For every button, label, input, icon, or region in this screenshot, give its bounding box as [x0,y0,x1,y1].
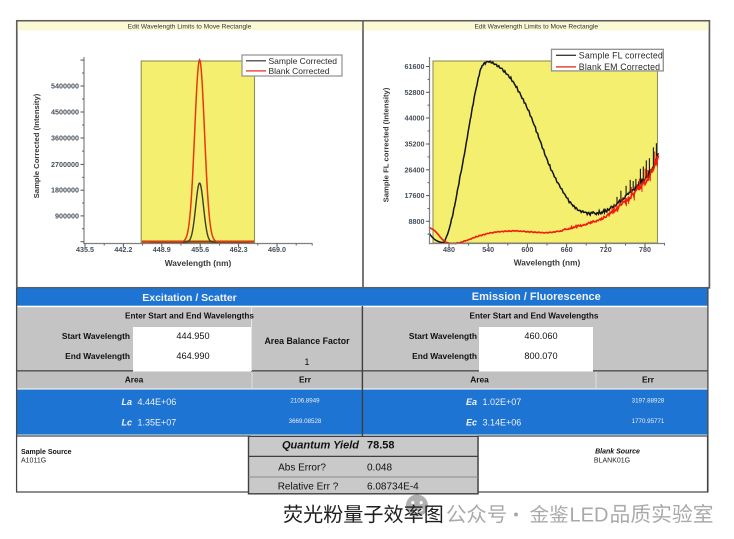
svg-text:Abs Error?: Abs Error? [278,462,326,473]
svg-text:End Wavelength: End Wavelength [412,351,477,361]
svg-text:Lc: Lc [121,418,132,428]
svg-text:442.2: 442.2 [114,245,132,254]
svg-text:3.14E+06: 3.14E+06 [483,418,522,428]
svg-text:600: 600 [521,245,533,254]
svg-text:2106.8949: 2106.8949 [290,398,320,405]
svg-text:800.070: 800.070 [524,351,557,361]
svg-text:900000: 900000 [55,211,79,220]
svg-text:462.3: 462.3 [230,245,248,254]
svg-text:780: 780 [639,245,651,254]
svg-text:8800: 8800 [409,217,425,226]
svg-text:Wavelength (nm): Wavelength (nm) [514,257,581,267]
svg-text:660: 660 [561,245,573,254]
svg-text:Wavelength (nm): Wavelength (nm) [165,258,232,268]
svg-text:Sample FL corrected: Sample FL corrected [579,50,663,60]
svg-text:1770.95771: 1770.95771 [632,418,665,425]
svg-text:5400000: 5400000 [51,82,79,91]
svg-text:2700000: 2700000 [51,160,79,169]
svg-text:Start Wavelength: Start Wavelength [409,331,477,341]
svg-text:720: 720 [600,245,612,254]
svg-text:Blank EM Corrected: Blank EM Corrected [579,62,660,72]
svg-text:Ec: Ec [466,418,477,428]
svg-text:End Wavelength: End Wavelength [65,351,130,361]
svg-text:Ea: Ea [466,397,477,407]
svg-text:480: 480 [443,245,455,254]
svg-text:Sample Source: Sample Source [21,449,72,456]
svg-text:Emission / Fluorescence: Emission / Fluorescence [472,291,601,303]
svg-text:17600: 17600 [405,191,425,200]
svg-text:Enter Start and End Wavelength: Enter Start and End Wavelengths [125,311,254,320]
svg-text:44000: 44000 [405,114,425,123]
svg-text:4500000: 4500000 [51,108,79,117]
svg-text:444.950: 444.950 [176,331,209,341]
svg-text:540: 540 [482,245,494,254]
svg-text:35200: 35200 [405,140,425,149]
svg-text:Relative Err ?: Relative Err ? [278,481,339,492]
svg-text:460.060: 460.060 [524,331,557,341]
svg-text:BLANK01G: BLANK01G [594,458,630,465]
svg-text:Start Wavelength: Start Wavelength [62,331,130,341]
svg-text:1800000: 1800000 [51,186,79,195]
svg-text:La: La [121,397,132,407]
svg-text:Sample Corrected (Intensity): Sample Corrected (Intensity) [32,93,41,198]
svg-text:1.02E+07: 1.02E+07 [483,397,522,407]
svg-text:0.048: 0.048 [367,462,392,473]
svg-text:52800: 52800 [405,88,425,97]
svg-text:LED: LED [570,505,609,527]
svg-text:3197.88928: 3197.88928 [632,398,665,405]
svg-text:Area: Area [125,375,144,385]
svg-text:1: 1 [305,357,310,367]
svg-text:455.6: 455.6 [191,245,209,254]
svg-text:3669.08528: 3669.08528 [289,418,322,425]
svg-text:1.35E+07: 1.35E+07 [138,418,177,428]
svg-text:Sample FL corrected (Intensity: Sample FL corrected (Intensity) [382,87,391,202]
svg-text:Blank Corrected: Blank Corrected [269,66,330,76]
svg-text:26400: 26400 [405,165,425,174]
svg-text:Err: Err [299,375,312,385]
svg-text:448.9: 448.9 [153,245,171,254]
svg-text:464.990: 464.990 [176,351,209,361]
svg-text:Edit Wavelength Limits to Move: Edit Wavelength Limits to Move Rectangle [474,23,598,30]
svg-text:6.08734E-4: 6.08734E-4 [367,481,419,492]
svg-text:435.5: 435.5 [76,245,94,254]
svg-text:Quantum Yield: Quantum Yield [282,440,359,452]
svg-text:Err: Err [642,375,655,385]
svg-text:Excitation / Scatter: Excitation / Scatter [142,292,237,304]
svg-text:Edit Wavelength Limits to Move: Edit Wavelength Limits to Move Rectangle [128,23,252,30]
svg-text:Area: Area [470,375,489,385]
svg-text:78.58: 78.58 [367,440,395,452]
svg-text:3600000: 3600000 [51,134,79,143]
svg-text:A1011G: A1011G [21,458,46,465]
svg-text:Area Balance Factor: Area Balance Factor [264,336,350,346]
svg-text:4.44E+06: 4.44E+06 [138,397,177,407]
svg-text:Sample Corrected: Sample Corrected [269,56,338,66]
svg-text:61600: 61600 [405,62,425,71]
svg-text:469.0: 469.0 [268,245,286,254]
svg-text:Blank Source: Blank Source [595,449,640,456]
svg-text:Enter Start and End Wavelength: Enter Start and End Wavelengths [470,311,599,320]
